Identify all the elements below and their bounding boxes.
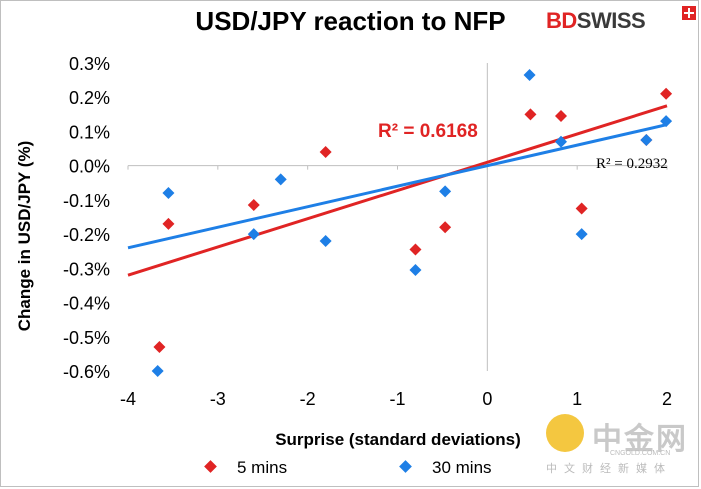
legend-item-30-mins: 30 mins xyxy=(399,458,492,478)
y-tick-label: -0.6% xyxy=(63,362,110,382)
y-tick-label: -0.3% xyxy=(63,259,110,279)
data-point-30-mins xyxy=(409,264,422,277)
y-tick-label: 0.0% xyxy=(69,157,110,177)
trendline-30-mins xyxy=(127,123,668,250)
watermark-subtitle: 中文财经新媒体 xyxy=(546,463,672,475)
x-tick-label: 1 xyxy=(572,389,582,409)
r-squared-5-mins: R² = 0.6168 xyxy=(378,121,478,142)
y-tick-label: -0.1% xyxy=(63,191,110,211)
y-tick-label: -0.5% xyxy=(63,328,110,348)
data-point-5-mins xyxy=(575,202,588,215)
x-tick-label: 0 xyxy=(482,389,492,409)
y-tick-label: 0.2% xyxy=(69,88,110,108)
y-axis-title: Change in USD/JPY (%) xyxy=(15,141,34,332)
legend-label-5-mins: 5 mins xyxy=(237,458,288,477)
cngold-logo-icon xyxy=(546,414,584,452)
y-tick-label: -0.4% xyxy=(63,294,110,314)
y-tick-label: 0.3% xyxy=(69,54,110,74)
legend-marker-blue xyxy=(399,460,412,473)
data-point-30-mins xyxy=(640,134,653,146)
logo-text-swiss: SWISS xyxy=(576,8,646,33)
x-tick-label: -2 xyxy=(300,389,316,409)
data-point-5-mins xyxy=(660,87,673,100)
data-point-30-mins xyxy=(274,173,287,186)
x-tick-label: -3 xyxy=(210,389,226,409)
data-point-30-mins xyxy=(162,187,175,200)
data-point-5-mins xyxy=(162,217,175,230)
y-tick-label: -0.2% xyxy=(63,225,110,245)
data-point-5-mins xyxy=(409,243,422,256)
x-tick-label: 2 xyxy=(662,389,672,409)
data-point-30-mins xyxy=(439,185,452,198)
data-point-5-mins xyxy=(554,110,567,123)
legend-label-30-mins: 30 mins xyxy=(432,458,492,477)
data-point-30-mins xyxy=(660,115,673,128)
legend-item-5-mins: 5 mins xyxy=(204,458,288,478)
data-point-5-mins xyxy=(247,199,260,212)
data-point-30-mins xyxy=(319,234,332,247)
bdswiss-logo: BDSWISS xyxy=(546,6,696,34)
watermark-domain: CNGOLD.COM.CN xyxy=(610,450,671,457)
r-squared-30-mins: R² = 0.2932 xyxy=(596,156,668,172)
watermark-name: 中金网 xyxy=(592,423,688,456)
chart-title: USD/JPY reaction to NFP xyxy=(195,6,506,36)
y-tick-label: 0.1% xyxy=(69,122,110,142)
logo-plus-icon xyxy=(682,6,696,20)
data-point-30-mins xyxy=(523,68,536,81)
data-point-5-mins xyxy=(153,341,166,354)
legend-marker-red xyxy=(204,460,217,473)
x-tick-label: -4 xyxy=(120,389,136,409)
data-point-5-mins xyxy=(524,108,537,121)
data-point-5-mins xyxy=(439,221,452,234)
data-point-30-mins xyxy=(151,365,164,377)
data-point-5-mins xyxy=(319,145,332,158)
data-point-30-mins xyxy=(247,228,260,241)
data-point-30-mins xyxy=(575,228,588,241)
logo-text-bd: BD xyxy=(546,8,577,33)
x-tick-label: -1 xyxy=(389,389,405,409)
cngold-watermark: 中金网 CNGOLD.COM.CN 中文财经新媒体 xyxy=(546,414,688,475)
x-axis-title: Surprise (standard deviations) xyxy=(275,430,521,449)
trendline-5-mins xyxy=(127,104,668,277)
data-point-30-mins xyxy=(554,135,567,148)
